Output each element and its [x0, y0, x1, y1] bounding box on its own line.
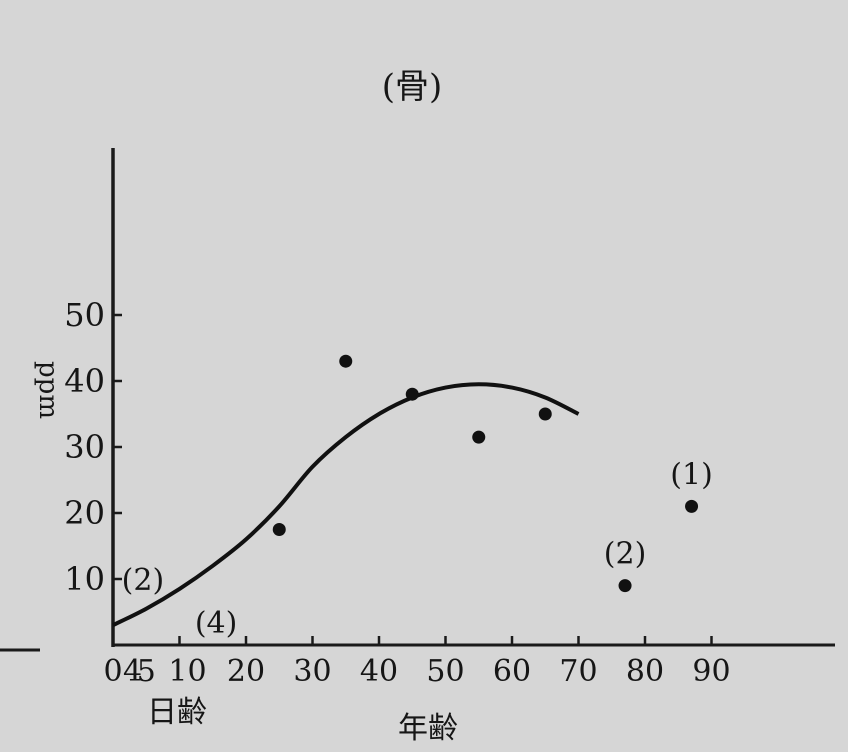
- x-tick-label: 90: [692, 654, 730, 689]
- data-point-1: [272, 523, 286, 536]
- x-ticks: 0 45 10 20 30 40 50 60 70 80 90: [103, 636, 731, 689]
- annotations: (2) (4) (2) (1): [122, 457, 713, 641]
- y-ticks: 10 20 30 40 50: [64, 296, 122, 598]
- x-axis-label: 年齢: [398, 711, 458, 746]
- x-tick-label: 4: [123, 654, 142, 689]
- data-point-4: [472, 430, 486, 444]
- y-tick-label: 40: [64, 362, 105, 400]
- data-points: [272, 354, 699, 593]
- y-tick-label: 50: [64, 296, 105, 334]
- x-tick-label: 20: [227, 654, 265, 689]
- data-point-7: [685, 499, 699, 513]
- data-point-6: [618, 579, 632, 593]
- y-axis-label: ppm: [33, 361, 63, 419]
- annotation-label: (4): [195, 606, 238, 641]
- data-point-3: [405, 387, 419, 401]
- x-tick-label: 10: [168, 654, 206, 689]
- x-tick-label: 40: [360, 654, 398, 689]
- fit-curve: [112, 382, 580, 627]
- x-tick-label: 50: [426, 654, 464, 689]
- x-tick-label: 0: [103, 654, 122, 689]
- x-tick-label: 5: [137, 654, 156, 689]
- data-point-5: [538, 407, 552, 421]
- x-tick-label: 30: [293, 654, 331, 689]
- x-tick-label: 70: [559, 654, 597, 689]
- annotation-label: (2): [122, 563, 165, 598]
- annotation-label: (2): [604, 537, 647, 572]
- chart-title: (骨): [382, 67, 443, 107]
- data-point-2: [339, 354, 353, 368]
- y-tick-label: 30: [64, 428, 105, 466]
- y-tick-label: 10: [64, 560, 105, 598]
- y-tick-label: 20: [64, 494, 105, 532]
- x-tick-label: 60: [493, 654, 531, 689]
- x-tick-label: 80: [626, 654, 664, 689]
- annotation-label: (1): [670, 457, 713, 492]
- x-axis-label-secondary: 日齢: [147, 695, 207, 730]
